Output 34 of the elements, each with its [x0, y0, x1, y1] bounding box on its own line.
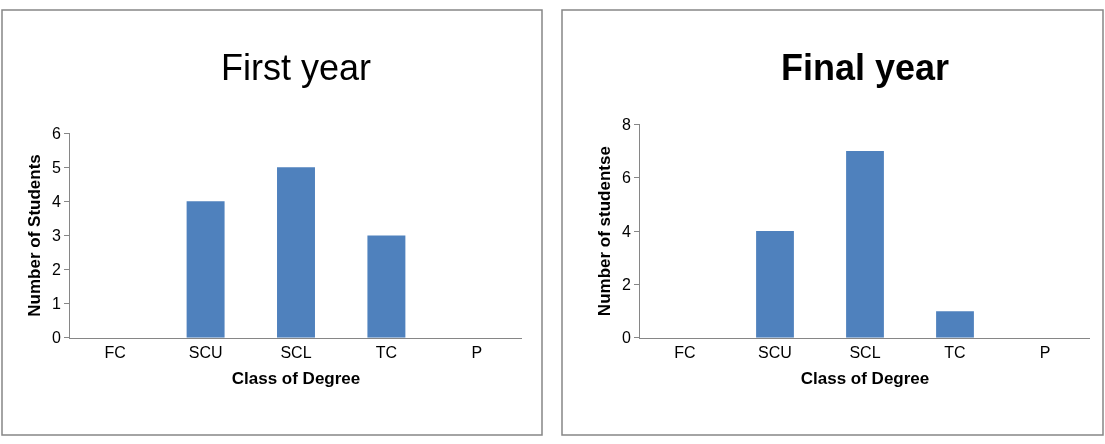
y-tick-label: 0	[621, 329, 631, 347]
y-tick-label: 6	[621, 169, 631, 187]
x-tick-label: FC	[104, 344, 126, 362]
bar	[186, 201, 225, 338]
bar	[846, 151, 884, 338]
y-tick-label: 2	[51, 261, 61, 279]
y-tick-label: 5	[51, 158, 61, 176]
x-tick-label: FC	[674, 344, 696, 362]
bar	[367, 235, 406, 338]
bar	[936, 311, 974, 338]
y-axis-title: Number of Students	[25, 154, 45, 317]
x-tick-label: P	[471, 344, 483, 362]
bar	[756, 231, 794, 338]
x-tick-label: TC	[375, 344, 398, 362]
x-tick-label: SCU	[188, 344, 223, 362]
y-tick-label: 6	[51, 124, 61, 142]
x-tick-label: TC	[944, 344, 966, 362]
y-axis-title: Number of studentse	[595, 146, 615, 317]
x-tick-label: SCU	[758, 344, 792, 362]
y-tick-label: 3	[51, 227, 61, 245]
chart-title: Final year	[781, 47, 950, 88]
y-tick-label: 2	[621, 276, 631, 294]
y-tick-label: 4	[621, 222, 631, 240]
bar	[277, 167, 315, 338]
x-axis-title: Class of Degree	[800, 369, 930, 389]
x-axis-title: Class of Degree	[231, 369, 361, 389]
y-tick-label: 1	[51, 295, 61, 313]
y-tick-label: 4	[51, 192, 61, 210]
x-tick-label: SCL	[280, 344, 312, 362]
x-tick-label: SCL	[849, 344, 881, 362]
x-tick-label: P	[1039, 344, 1051, 362]
y-tick-label: 0	[51, 329, 61, 347]
y-tick-label: 8	[621, 115, 631, 133]
chart-title: First year	[221, 47, 372, 88]
